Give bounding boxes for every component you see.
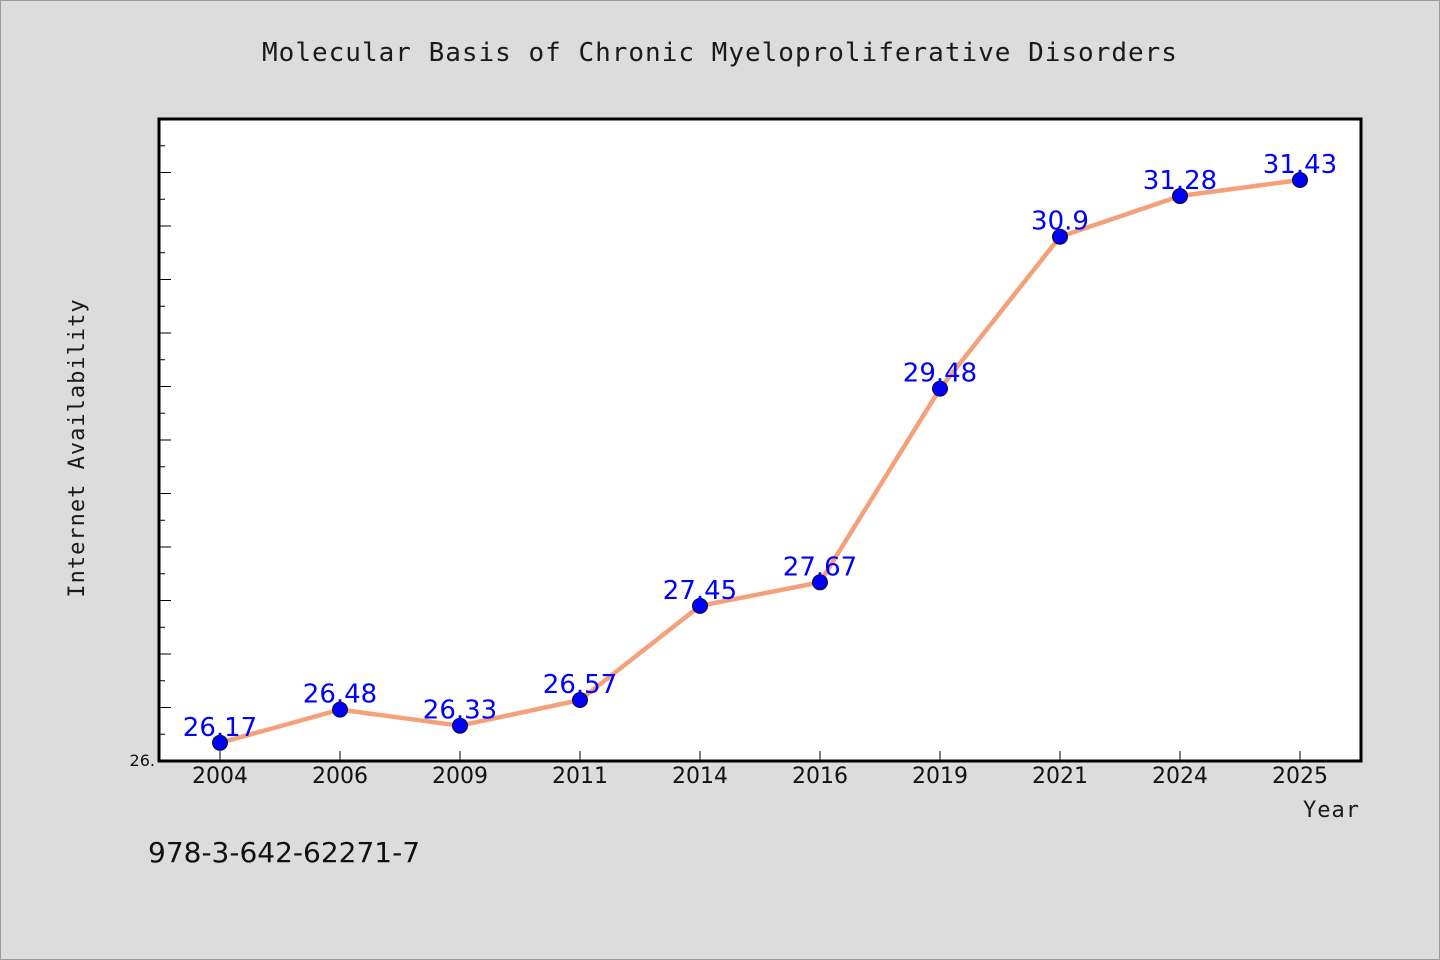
data-point bbox=[572, 692, 588, 709]
x-tick-label: 2004 bbox=[192, 764, 248, 789]
y-axis-label: Internet Availability bbox=[65, 298, 90, 597]
data-point bbox=[932, 380, 948, 397]
x-tick-label: 2009 bbox=[432, 764, 488, 789]
data-label: 29.48 bbox=[903, 359, 977, 389]
data-label: 31.43 bbox=[1263, 150, 1337, 180]
data-point bbox=[452, 717, 468, 734]
data-label: 30.9 bbox=[1031, 207, 1089, 237]
x-tick-label: 2025 bbox=[1272, 764, 1328, 789]
data-point bbox=[692, 597, 708, 614]
data-label: 26.57 bbox=[543, 670, 617, 700]
data-label: 27.67 bbox=[783, 552, 857, 582]
x-axis-ticks bbox=[219, 751, 1301, 761]
x-tick-label: 2021 bbox=[1032, 764, 1088, 789]
isbn-text: 978-3-642-62271-7 bbox=[148, 836, 420, 869]
plot-area bbox=[157, 117, 1363, 763]
data-label: 26.33 bbox=[423, 696, 497, 726]
data-point bbox=[1172, 188, 1188, 205]
data-point bbox=[212, 734, 228, 751]
series-line bbox=[217, 177, 1303, 746]
data-label: 31.28 bbox=[1143, 166, 1217, 196]
x-tick-label: 2014 bbox=[672, 764, 728, 789]
data-label: 26.17 bbox=[183, 713, 257, 743]
x-tick-label: 2016 bbox=[792, 764, 848, 789]
data-label: 26.48 bbox=[303, 680, 377, 710]
series-layer: 26.17 26.48 26.33 26.57 27.45 27.67 29.48 30.9 3… bbox=[183, 150, 1337, 751]
x-tick-label: 2024 bbox=[1152, 764, 1208, 789]
data-point bbox=[1052, 228, 1068, 245]
y-axis-ticks bbox=[159, 118, 171, 762]
data-label: 27.45 bbox=[663, 576, 737, 606]
y-axis-min-label: 26. bbox=[130, 751, 155, 770]
x-tick-label: 2006 bbox=[312, 764, 368, 789]
x-axis-label: Year bbox=[1303, 798, 1360, 823]
x-tick-label: 2011 bbox=[552, 764, 608, 789]
data-point bbox=[1292, 171, 1308, 188]
x-tick-label: 2019 bbox=[912, 764, 968, 789]
chart-title: Molecular Basis of Chronic Myeloprolifer… bbox=[262, 38, 1178, 68]
x-tick-labels: 2004 2006 2009 2011 2014 2016 2019 2021 2024 2025 bbox=[192, 764, 1328, 789]
data-point bbox=[812, 574, 828, 591]
data-point bbox=[332, 701, 348, 718]
